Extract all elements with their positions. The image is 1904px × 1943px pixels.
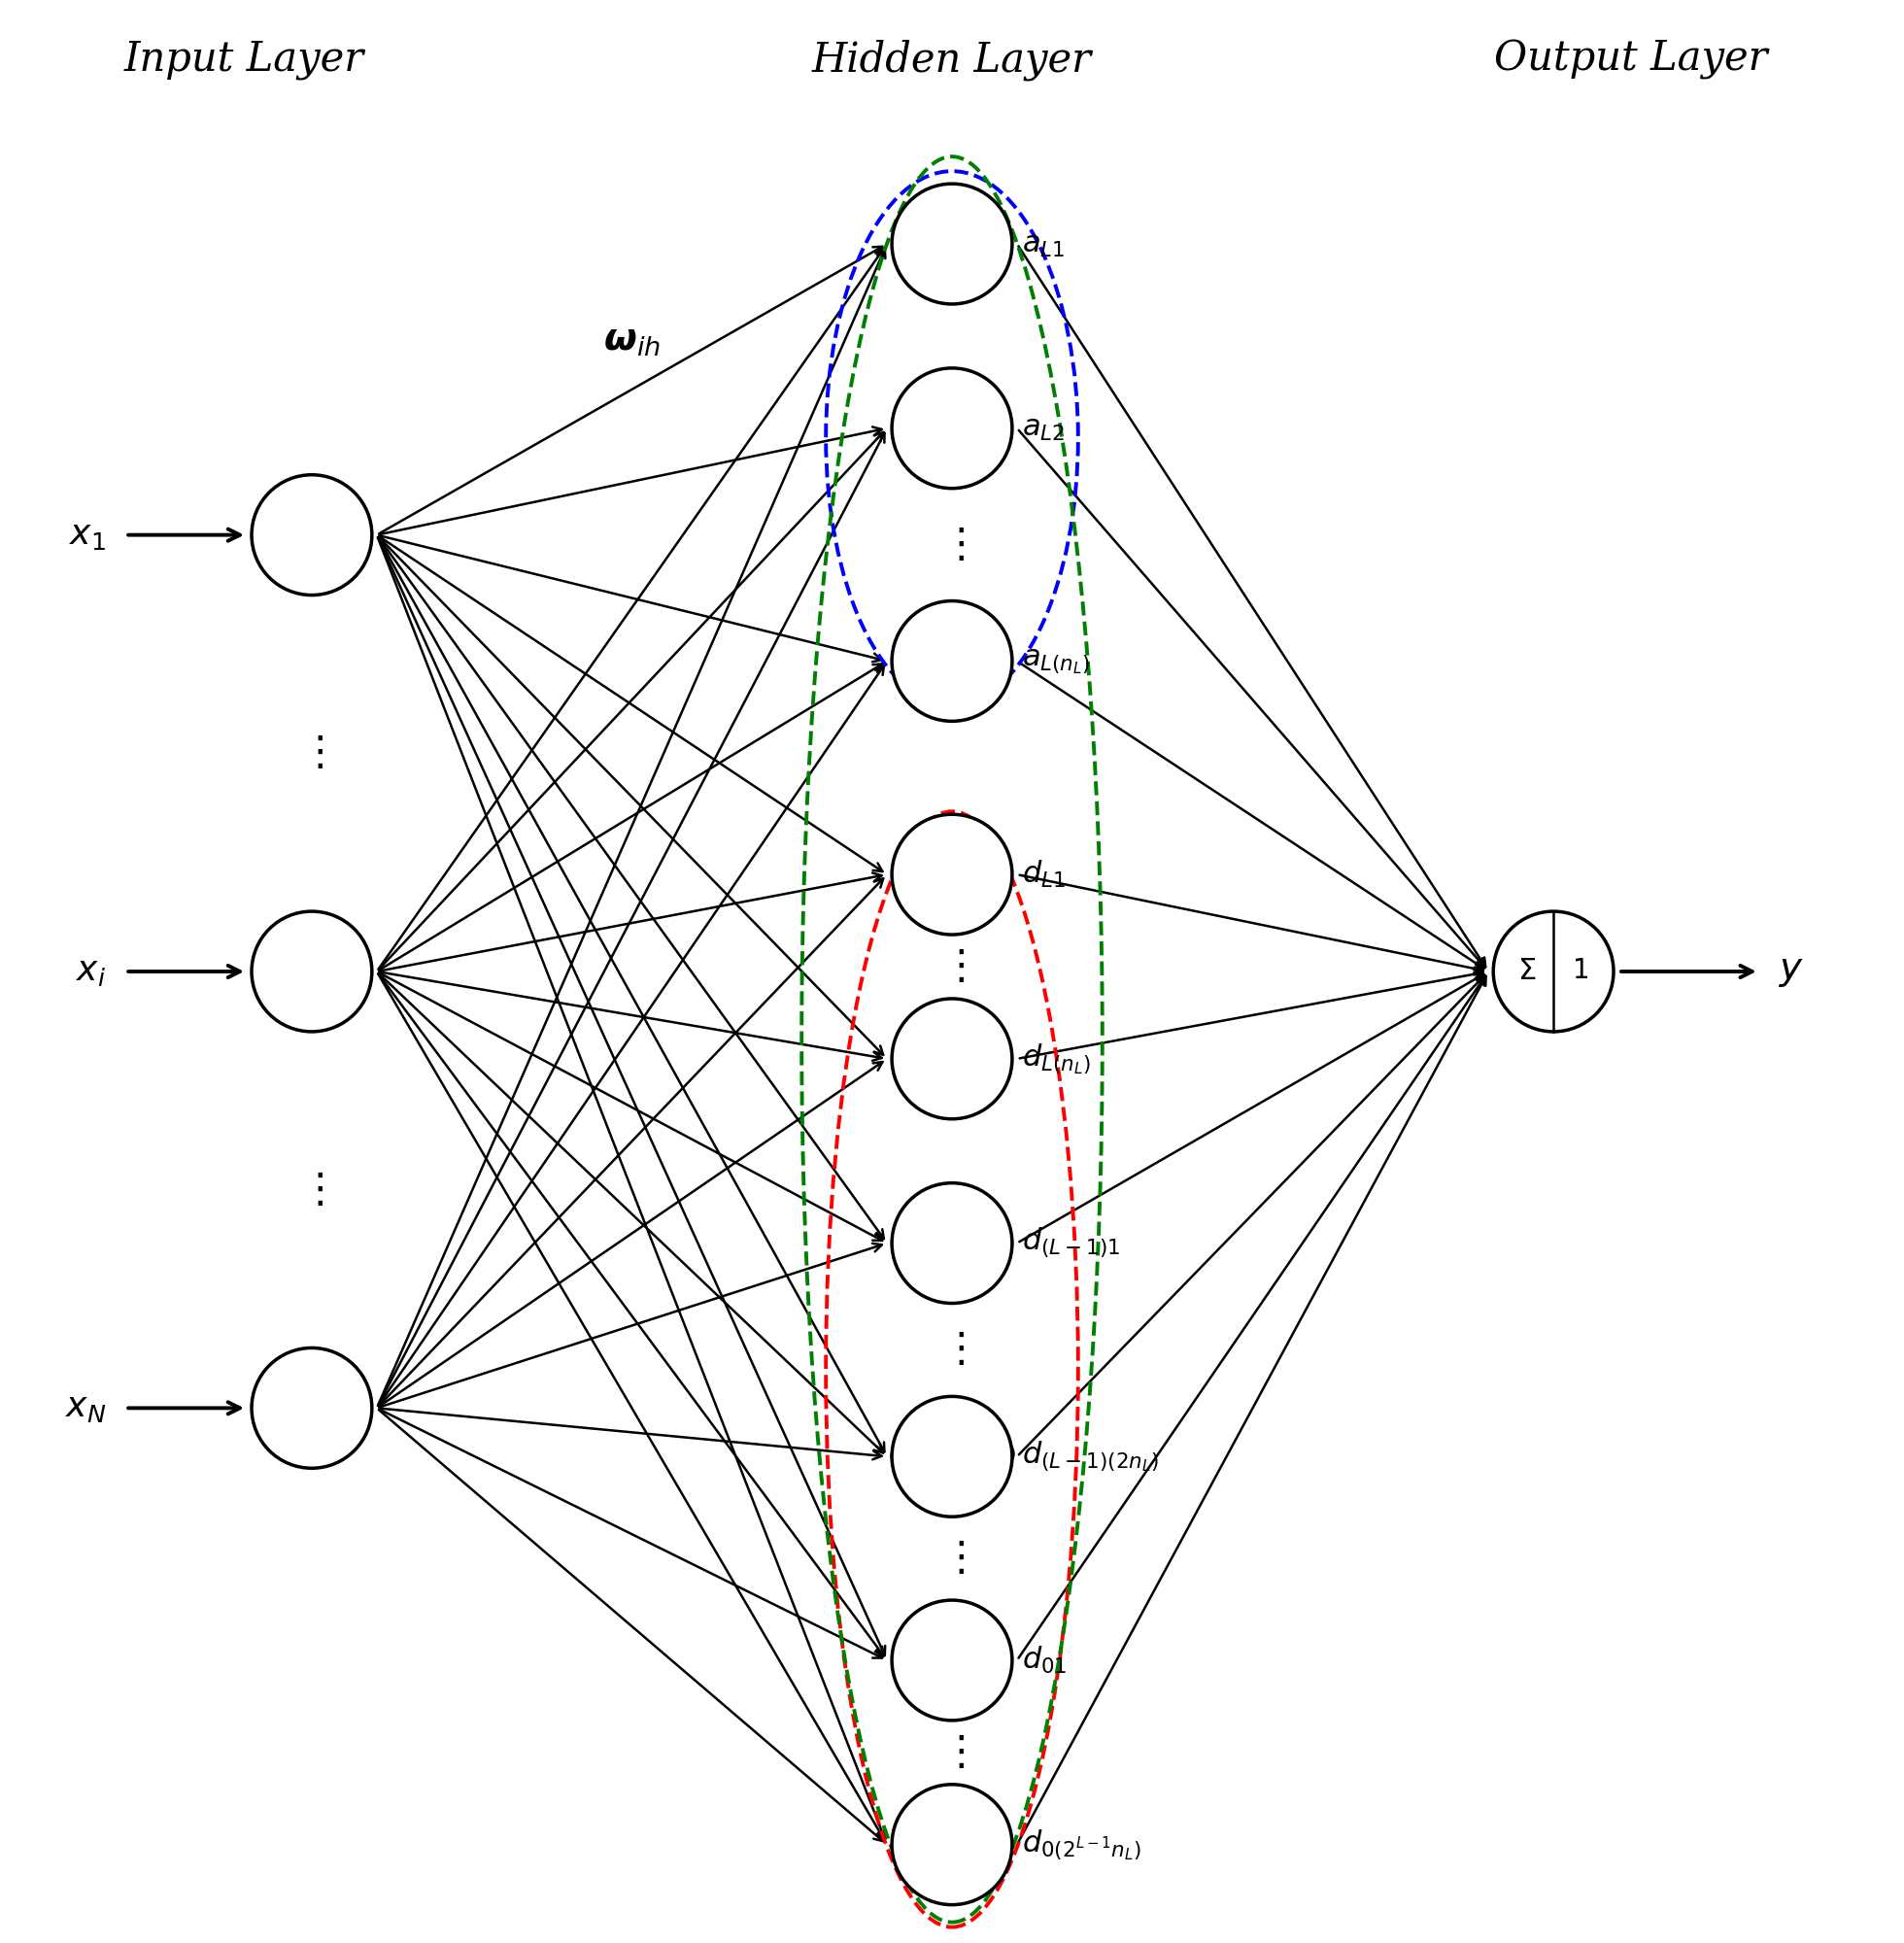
Text: $d_{0(2^{L-1}n_L)}$: $d_{0(2^{L-1}n_L)}$ (1022, 1826, 1140, 1861)
Text: $\vdots$: $\vdots$ (941, 1539, 963, 1580)
Text: $\vdots$: $\vdots$ (941, 946, 963, 987)
Text: $\Sigma$: $\Sigma$ (1517, 956, 1537, 987)
Circle shape (891, 1397, 1013, 1517)
Text: $y$: $y$ (1778, 954, 1805, 989)
Text: $\phi_{L1}(.)$: $\phi_{L1}(.)$ (918, 231, 986, 258)
Text: $x_1$: $x_1$ (69, 519, 107, 552)
Text: $\vdots$: $\vdots$ (299, 1170, 324, 1210)
Text: $a_{L1}$: $a_{L1}$ (1022, 229, 1064, 258)
Text: Output Layer: Output Layer (1495, 39, 1767, 80)
Circle shape (891, 367, 1013, 488)
Text: $\phi_{Ln_L}(.)$: $\phi_{Ln_L}(.)$ (914, 647, 990, 676)
Circle shape (891, 185, 1013, 303)
Text: Input Layer: Input Layer (124, 39, 364, 80)
Text: $\psi_{L(n_L)}(.)$: $\psi_{L(n_L)}(.)$ (912, 1045, 992, 1071)
Text: $x_N$: $x_N$ (65, 1391, 107, 1424)
Circle shape (251, 1348, 371, 1469)
Text: $\psi_{(L-1)(2n_L)}(.)$: $\psi_{(L-1)(2n_L)}(.)$ (887, 1444, 1017, 1469)
Text: $a_{L2}$: $a_{L2}$ (1022, 414, 1064, 443)
Circle shape (251, 474, 371, 595)
Text: $\psi_{L1}(.)$: $\psi_{L1}(.)$ (922, 863, 982, 886)
Circle shape (891, 1601, 1013, 1720)
Text: $x_i$: $x_i$ (76, 954, 107, 987)
Text: $\psi_{(L-1)1}(.)$: $\psi_{(L-1)1}(.)$ (902, 1230, 1002, 1255)
Text: $d_{01}$: $d_{01}$ (1022, 1644, 1066, 1677)
Circle shape (891, 999, 1013, 1119)
Text: $\vdots$: $\vdots$ (941, 1329, 963, 1370)
Circle shape (1493, 911, 1613, 1032)
Text: $\vdots$: $\vdots$ (941, 1731, 963, 1772)
Text: $d_{L1}$: $d_{L1}$ (1022, 859, 1066, 890)
Text: Hidden Layer: Hidden Layer (813, 39, 1091, 80)
Text: $a_{L(n_L)}$: $a_{L(n_L)}$ (1022, 645, 1089, 676)
Circle shape (251, 911, 371, 1032)
Text: $\vdots$: $\vdots$ (941, 525, 963, 565)
Text: $\boldsymbol{\omega}_{ih}$: $\boldsymbol{\omega}_{ih}$ (604, 323, 661, 359)
Text: $\psi_{0(2^{L-1}n_L)}(.)$: $\psi_{0(2^{L-1}n_L)}(.)$ (895, 1832, 1009, 1858)
Text: $1$: $1$ (1573, 958, 1588, 985)
Circle shape (891, 600, 1013, 721)
Text: $d_{L(n_L)}$: $d_{L(n_L)}$ (1022, 1041, 1091, 1076)
Circle shape (891, 814, 1013, 935)
Text: $\psi_{01}(.)$: $\psi_{01}(.)$ (922, 1648, 982, 1671)
Text: $\vdots$: $\vdots$ (299, 733, 324, 773)
Circle shape (891, 1183, 1013, 1304)
Text: $d_{(L-1)1}$: $d_{(L-1)1}$ (1022, 1226, 1120, 1261)
Text: $\phi_{L2}(.)$: $\phi_{L2}(.)$ (918, 414, 986, 441)
Text: $d_{(L-1)(2n_L)}$: $d_{(L-1)(2n_L)}$ (1022, 1440, 1158, 1475)
Circle shape (891, 1784, 1013, 1904)
